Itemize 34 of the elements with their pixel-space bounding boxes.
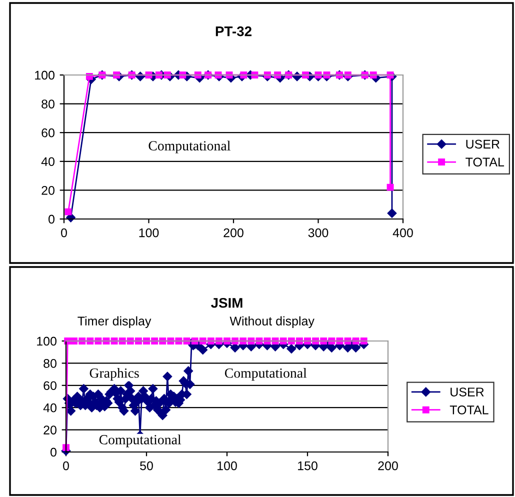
x-tick-label: 400 (392, 228, 413, 238)
legend-label: USER (466, 140, 500, 149)
annotation: Computational (148, 140, 230, 154)
y-tick-label: 60 (42, 128, 54, 138)
annotation: Graphics (90, 368, 139, 381)
y-tick-label: 60 (44, 381, 56, 390)
y-tick-label: 0 (50, 448, 56, 457)
legend-label: USER (450, 388, 484, 396)
x-tick-label: 200 (224, 228, 244, 238)
y-tick-label: 40 (43, 403, 56, 412)
x-tick-label: 150 (298, 461, 318, 470)
y-tick-label: 80 (42, 100, 54, 108)
x-tick-label: 0 (63, 461, 69, 470)
y-tick-label: 80 (44, 359, 56, 368)
legend-label: TOTAL (450, 406, 488, 414)
x-tick-label: 100 (139, 228, 159, 238)
annotation: Computational (224, 368, 307, 381)
text: Without display (230, 316, 314, 328)
chart-title: JSIM (211, 298, 242, 308)
x-tick-label: 200 (378, 461, 398, 470)
y-tick-label: 100 (35, 70, 54, 80)
y-tick-label: 40 (41, 157, 54, 166)
legend-label: TOTAL (466, 158, 504, 167)
annotation: Computational (99, 434, 182, 448)
x-tick-label: 100 (218, 461, 237, 470)
x-tick-label: 300 (308, 228, 328, 238)
y-tick-label: 100 (37, 336, 56, 346)
chart-title: PT-32 (216, 26, 252, 36)
x-tick-label: 0 (61, 228, 67, 238)
y-tick-label: 20 (44, 426, 56, 434)
y-tick-label: 20 (42, 186, 54, 195)
y-tick-label: 0 (48, 214, 54, 224)
x-tick-label: 50 (140, 461, 153, 470)
text: Timer display (78, 316, 152, 328)
